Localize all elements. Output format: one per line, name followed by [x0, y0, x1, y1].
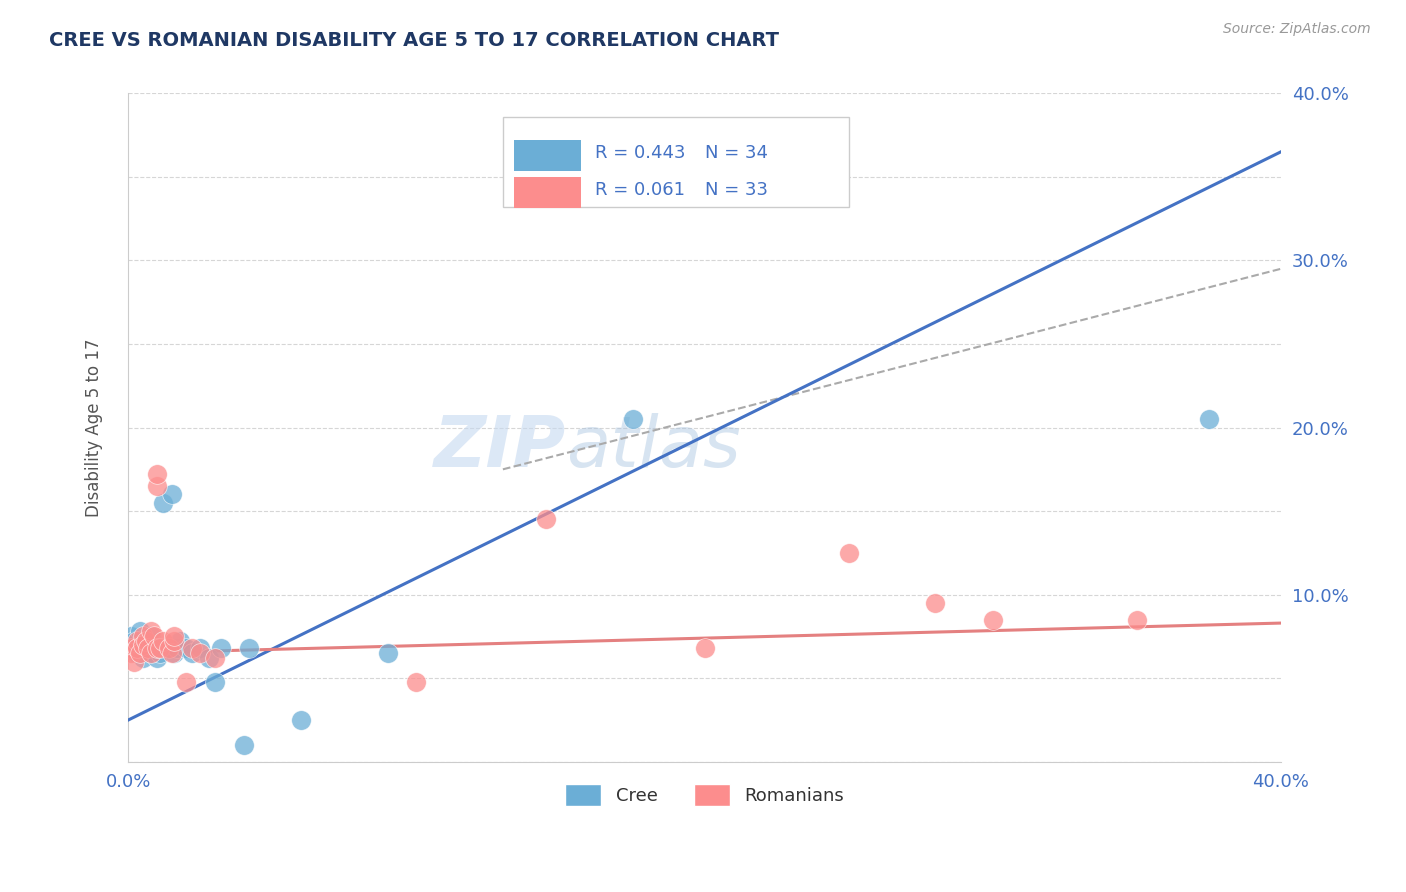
Point — [141, 630, 163, 644]
Point — [131, 651, 153, 665]
Point — [120, 641, 142, 656]
Text: ZIP: ZIP — [434, 413, 567, 482]
Point — [128, 638, 150, 652]
Point — [143, 638, 166, 652]
Point — [209, 641, 232, 656]
Point — [163, 646, 186, 660]
Point — [141, 646, 163, 660]
Point — [149, 646, 172, 660]
Bar — [515, 140, 581, 171]
Point — [120, 646, 142, 660]
Point — [125, 641, 148, 656]
Bar — [515, 177, 581, 208]
Point — [1126, 613, 1149, 627]
Text: CREE VS ROMANIAN DISABILITY AGE 5 TO 17 CORRELATION CHART: CREE VS ROMANIAN DISABILITY AGE 5 TO 17 … — [49, 31, 779, 50]
Point — [621, 412, 644, 426]
Point — [204, 674, 226, 689]
Point — [128, 646, 150, 660]
Point — [377, 646, 399, 660]
Point — [198, 651, 221, 665]
Point — [180, 646, 202, 660]
Point — [838, 546, 860, 560]
Point — [152, 634, 174, 648]
Point — [131, 646, 153, 660]
Point — [141, 624, 163, 639]
Point — [146, 641, 169, 656]
Point — [180, 641, 202, 656]
Point — [405, 674, 427, 689]
Point — [131, 630, 153, 644]
Point — [232, 738, 254, 752]
Point — [290, 713, 312, 727]
Text: R = 0.443: R = 0.443 — [595, 144, 686, 161]
Point — [141, 646, 163, 660]
Point — [146, 479, 169, 493]
Point — [120, 641, 142, 656]
Point — [146, 641, 169, 656]
Point — [174, 674, 197, 689]
Point — [125, 646, 148, 660]
Point — [135, 641, 157, 656]
Point — [138, 634, 160, 648]
Legend: Cree, Romanians: Cree, Romanians — [558, 776, 851, 813]
Point — [157, 641, 180, 656]
Point — [924, 596, 946, 610]
Point — [138, 641, 160, 656]
Text: atlas: atlas — [567, 413, 741, 482]
Point — [174, 641, 197, 656]
Point — [204, 651, 226, 665]
Text: N = 33: N = 33 — [704, 180, 768, 199]
Point — [122, 634, 145, 648]
Point — [188, 646, 211, 660]
Point — [160, 487, 183, 501]
Point — [163, 634, 186, 648]
Point — [149, 641, 172, 656]
Point — [157, 641, 180, 656]
Point — [1198, 412, 1220, 426]
Point — [981, 613, 1004, 627]
Y-axis label: Disability Age 5 to 17: Disability Age 5 to 17 — [86, 338, 103, 516]
FancyBboxPatch shape — [503, 117, 849, 207]
Point — [131, 638, 153, 652]
Text: R = 0.061: R = 0.061 — [595, 180, 685, 199]
Point — [146, 651, 169, 665]
Point — [166, 641, 188, 656]
Point — [146, 467, 169, 482]
Point — [693, 641, 716, 656]
Point — [238, 641, 260, 656]
Point — [160, 646, 183, 660]
Text: Source: ZipAtlas.com: Source: ZipAtlas.com — [1223, 22, 1371, 37]
Point — [188, 641, 211, 656]
Point — [534, 512, 557, 526]
Point — [122, 655, 145, 669]
Point — [128, 624, 150, 639]
Point — [143, 630, 166, 644]
Text: N = 34: N = 34 — [704, 144, 768, 161]
Point — [135, 634, 157, 648]
Point — [125, 634, 148, 648]
Point — [152, 496, 174, 510]
Point — [169, 634, 191, 648]
Point — [163, 630, 186, 644]
Point — [120, 630, 142, 644]
